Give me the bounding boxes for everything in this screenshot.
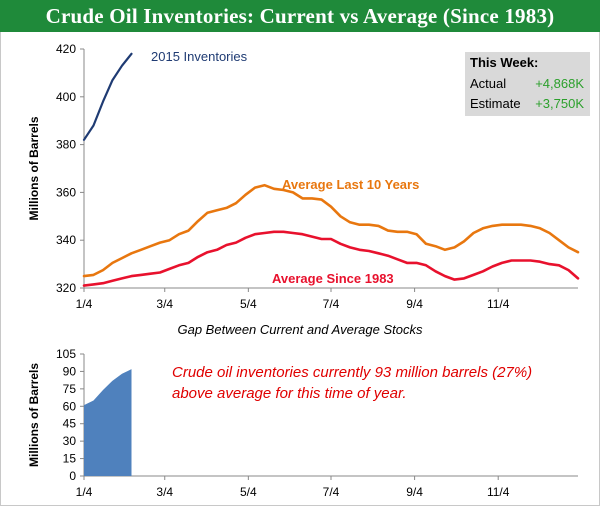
main-y-tick-label: 400 [56, 90, 76, 104]
main-y-tick-label: 360 [56, 185, 76, 199]
gap-area-series [84, 369, 132, 476]
gap-x-tick-label: 3/4 [156, 485, 173, 499]
actual-label: Actual [470, 76, 507, 91]
gap-x-tick-label: 1/4 [76, 485, 93, 499]
gap-x-tick-label: 7/4 [323, 485, 340, 499]
gap-y-tick-label: 30 [63, 434, 77, 448]
gap-x-tick-label: 11/4 [487, 485, 510, 499]
average-last-10-years-label: Average Last 10 Years [282, 177, 419, 192]
main-y-axis-label: Millions of Barrels [27, 116, 41, 220]
gap-x-tick-label: 5/4 [240, 485, 257, 499]
gap-y-tick-label: 75 [63, 382, 77, 396]
gap-y-tick-label: 0 [69, 469, 76, 483]
main-x-tick-label: 7/4 [323, 297, 340, 311]
main-x-tick-label: 1/4 [76, 297, 93, 311]
estimate-value: +3,750K [535, 96, 584, 111]
gap-y-axis-label: Millions of Barrels [27, 363, 41, 467]
main-x-tick-label: 9/4 [406, 297, 423, 311]
main-y-tick-label: 340 [56, 233, 76, 247]
this-week-title: This Week: [470, 55, 539, 70]
gap-y-tick-label: 90 [63, 364, 77, 378]
gap-annotation-line-2: above average for this time of year. [172, 385, 407, 402]
main-y-tick-label: 420 [56, 42, 76, 56]
average-since-1983-line [82, 230, 580, 287]
gap-y-tick-label: 105 [56, 347, 76, 361]
this-week-box: This Week: Actual +4,868K Estimate +3,75… [465, 52, 590, 116]
actual-value: +4,868K [535, 76, 584, 91]
gap-annotation: Crude oil inventories currently 93 milli… [172, 362, 572, 404]
main-x-tick-label: 3/4 [156, 297, 173, 311]
average-last-10-years-line [82, 183, 580, 278]
main-x-tick-label: 5/4 [240, 297, 257, 311]
gap-x-tick-label: 9/4 [406, 485, 423, 499]
average-since-1983-label: Average Since 1983 [272, 271, 394, 286]
main-y-tick-label: 320 [56, 281, 76, 295]
gap-chart-title: Gap Between Current and Average Stocks [177, 322, 423, 337]
estimate-label: Estimate [470, 96, 521, 111]
gap-y-tick-label: 15 [63, 452, 77, 466]
chart-title: Crude Oil Inventories: Current vs Averag… [0, 0, 600, 32]
gap-annotation-line-1: Crude oil inventories currently 93 milli… [172, 364, 533, 381]
main-y-tick-label: 380 [56, 138, 76, 152]
gap-y-tick-label: 45 [63, 417, 77, 431]
2015-inventories-label: 2015 Inventories [151, 49, 248, 64]
gap-y-tick-label: 60 [63, 399, 77, 413]
main-x-tick-label: 11/4 [487, 297, 510, 311]
2015-inventories-line [82, 52, 133, 141]
